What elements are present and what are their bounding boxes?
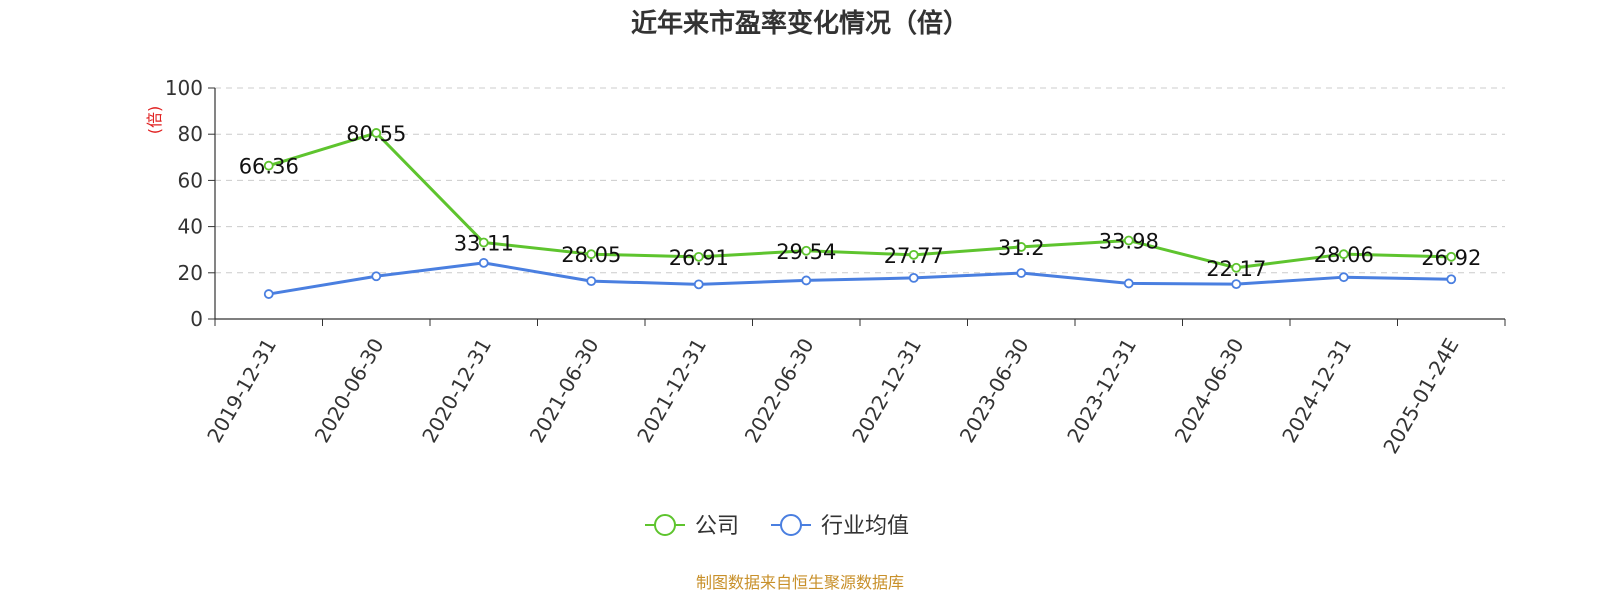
x-tick-label: 2023-12-31: [1062, 334, 1141, 447]
legend-label: 行业均值: [821, 514, 909, 539]
y-tick-label: 20: [178, 261, 203, 285]
data-label: 31.2: [998, 236, 1045, 260]
data-labels: 66.36 80.55 33.11 28.05 26.91 29.54 27.77 31.2 3…: [239, 122, 1482, 281]
data-point: [801, 245, 812, 256]
data-point: [371, 271, 382, 282]
y-axis-label: (倍): [145, 106, 164, 135]
data-label: 28.05: [561, 243, 621, 267]
legend-marker: [654, 514, 676, 536]
data-point: [586, 249, 597, 260]
x-tick-label: 2021-12-31: [632, 334, 711, 447]
data-point: [908, 249, 919, 260]
data-point: [478, 257, 489, 268]
series-line-0: [268, 131, 1452, 270]
data-point: [1231, 279, 1242, 290]
data-point: [693, 279, 704, 290]
y-tick-label: 60: [178, 168, 203, 192]
legend-marker: [780, 514, 802, 536]
x-tick-label: 2020-12-31: [417, 334, 496, 447]
y-tick-label: 80: [178, 122, 203, 146]
x-tick-label: 2019-12-31: [202, 334, 281, 447]
data-point: [1016, 242, 1027, 252]
x-tick-label: 2024-12-31: [1277, 334, 1356, 447]
chart-title: 近年来市盈率变化情况（倍）: [631, 8, 969, 39]
x-tick-label: 2023-06-30: [955, 334, 1034, 447]
data-label: 33.11: [454, 232, 514, 256]
data-point: [1016, 268, 1027, 278]
data-point: [371, 128, 382, 138]
grid-lines: [215, 87, 1505, 274]
x-tick-label: 2021-06-30: [525, 334, 604, 447]
data-point: [1446, 274, 1457, 285]
data-label: 66.36: [239, 155, 299, 179]
legend-label: 公司: [695, 514, 739, 539]
series-line-1: [268, 261, 1452, 296]
data-point: [693, 251, 704, 262]
data-label: 80.55: [346, 122, 406, 146]
legend: 公司 行业均值: [645, 514, 909, 539]
x-tick-label: 2022-12-31: [847, 334, 926, 447]
x-tick-label: 2022-06-30: [740, 334, 819, 447]
data-point: [1123, 278, 1134, 289]
data-point: [478, 237, 489, 248]
data-point: [1446, 251, 1457, 262]
y-tick-label: 40: [178, 215, 203, 239]
data-point: [1338, 249, 1349, 260]
data-point: [263, 289, 274, 299]
data-point: [586, 276, 597, 287]
data-label: 27.77: [884, 244, 944, 268]
data-label: 22.17: [1206, 257, 1266, 281]
data-label: 33.98: [1099, 230, 1159, 254]
x-tick-label: 2025-01-24E: [1378, 334, 1463, 458]
data-label: 26.91: [669, 246, 729, 270]
data-point: [1123, 235, 1134, 246]
data-label: 28.06: [1314, 243, 1374, 267]
data-point: [1231, 262, 1242, 273]
data-point: [263, 160, 274, 171]
data-point: [1338, 272, 1349, 283]
x-tick-label: 2024-06-30: [1170, 334, 1249, 447]
data-point: [801, 275, 812, 286]
source-note: 制图数据来自恒生聚源数据库: [696, 573, 904, 592]
x-tick-label: 2020-06-30: [310, 334, 389, 447]
data-label: 29.54: [776, 240, 836, 264]
y-tick-label: 100: [165, 76, 203, 100]
data-label: 26.92: [1421, 246, 1481, 270]
series-lines: [263, 128, 1457, 299]
data-point: [908, 272, 919, 283]
y-tick-label: 0: [190, 307, 203, 331]
